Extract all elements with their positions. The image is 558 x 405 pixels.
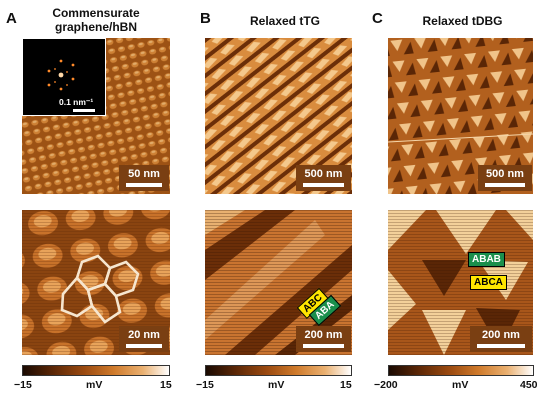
colorbar-a-min: −15 bbox=[14, 379, 32, 391]
colorbar-b bbox=[205, 365, 352, 376]
scalebar-a-top: 50 nm bbox=[119, 165, 169, 191]
hexagon-outline bbox=[60, 254, 140, 324]
panel-letter-a: A bbox=[6, 10, 17, 27]
scalebar-c-top: 500 nm bbox=[478, 165, 532, 191]
colorbar-c-max: 450 bbox=[520, 379, 538, 391]
stacking-tag-abca: ABCA bbox=[470, 275, 507, 290]
colorbar-b-min: −15 bbox=[196, 379, 214, 391]
scalebar-c-bottom: 200 nm bbox=[470, 326, 532, 352]
scalebar-a-bottom: 20 nm bbox=[119, 326, 169, 352]
scalebar-b-top: 500 nm bbox=[296, 165, 351, 191]
fft-inset-label: 0.1 nm⁻¹ bbox=[59, 97, 94, 107]
stacking-tag-abab: ABAB bbox=[468, 252, 505, 267]
colorbar-c-min: −200 bbox=[374, 379, 398, 391]
colorbar-a-max: 15 bbox=[160, 379, 172, 391]
colorbar-b-max: 15 bbox=[340, 379, 352, 391]
colorbar-a-unit: mV bbox=[86, 379, 103, 391]
scalebar-a-bottom-label: 20 nm bbox=[128, 329, 160, 341]
fft-inset: 0.1 nm⁻¹ bbox=[22, 38, 106, 116]
scalebar-a-top-label: 50 nm bbox=[128, 168, 160, 180]
scalebar-c-top-label: 500 nm bbox=[486, 168, 524, 180]
scalebar-c-bottom-label: 200 nm bbox=[482, 329, 520, 341]
colorbar-c bbox=[388, 365, 534, 376]
colorbar-c-unit: mV bbox=[452, 379, 469, 391]
scalebar-b-top-label: 500 nm bbox=[304, 168, 343, 180]
colorbar-b-unit: mV bbox=[268, 379, 285, 391]
colorbar-a bbox=[22, 365, 170, 376]
panel-letter-c: C bbox=[372, 10, 383, 27]
panel-letter-b: B bbox=[200, 10, 211, 27]
scalebar-b-bottom: 200 nm bbox=[296, 326, 351, 352]
panel-a-title: Commensurate graphene/hBN bbox=[52, 6, 140, 34]
panel-b-title: Relaxed tTG bbox=[249, 14, 321, 28]
panel-c-title: Relaxed tDBG bbox=[422, 14, 503, 28]
scalebar-b-bottom-label: 200 nm bbox=[304, 329, 343, 341]
fft-inset-scalebar bbox=[73, 109, 95, 112]
